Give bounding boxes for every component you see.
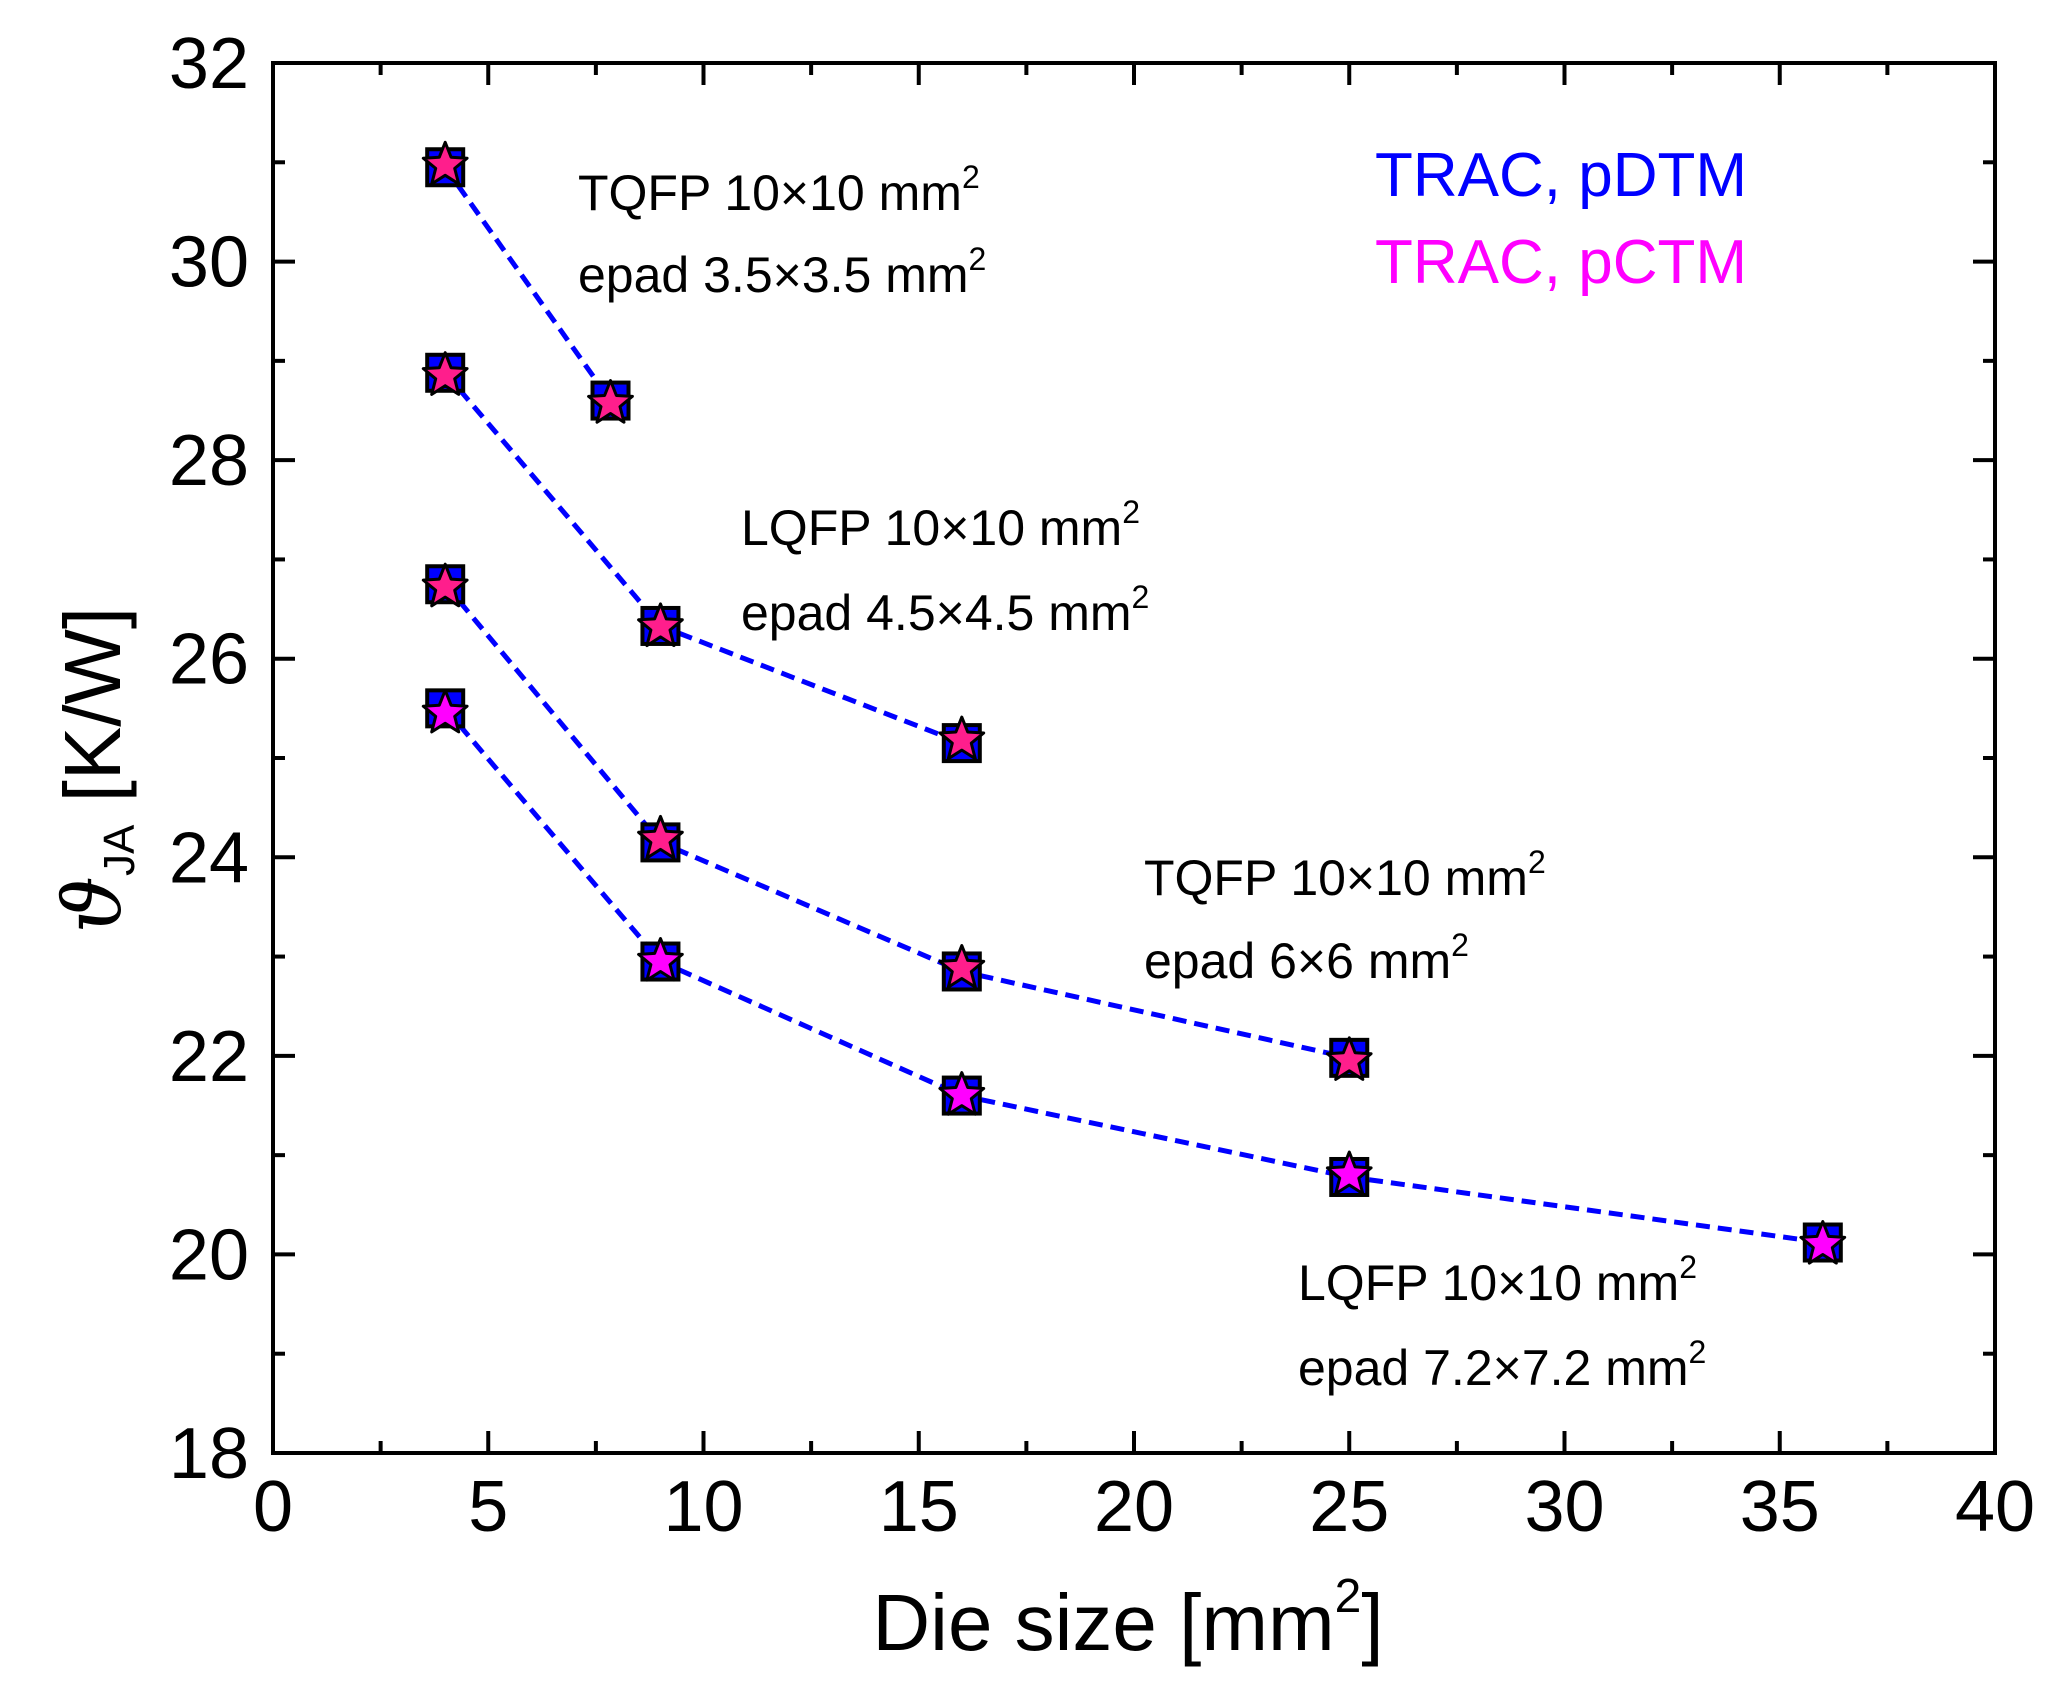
annotation-series-3-line2: epad 6×6 mm2 <box>1144 927 1469 989</box>
marker-pctm <box>421 688 469 734</box>
marker-pctm <box>938 944 986 989</box>
marker-pctm <box>637 602 684 648</box>
series-line-3 <box>443 582 1350 1061</box>
y-axis-title: ϑJA [K/W] <box>46 607 144 933</box>
annotation-series-2-line1: LQFP 10×10 mm2 <box>741 494 1140 556</box>
annotations: TQFP 10×10 mm2 epad 3.5×3.5 mm2 LQFP 10×… <box>578 159 1706 1396</box>
y-tick-label: 18 <box>169 1414 249 1494</box>
annotation-series-3-line1: TQFP 10×10 mm2 <box>1144 844 1546 906</box>
y-tick-label: 22 <box>169 1017 249 1097</box>
x-tick-label: 40 <box>1955 1467 2035 1547</box>
marker-pctm <box>938 715 986 761</box>
legend-entry-pctm: TRAC, pCTM <box>1375 228 1747 297</box>
y-tick-label: 32 <box>169 24 249 104</box>
marker-pctm <box>938 1071 986 1116</box>
series-lines <box>443 165 1824 1245</box>
marker-pctm <box>1325 1036 1373 1081</box>
marker-pctm <box>587 379 634 424</box>
x-tick-label: 15 <box>879 1467 959 1547</box>
x-tick-label: 0 <box>253 1467 293 1547</box>
data-markers <box>421 140 1847 1265</box>
x-tick-label: 10 <box>663 1467 743 1547</box>
x-tick-label: 30 <box>1524 1467 1604 1547</box>
plot-frame <box>271 61 1997 1455</box>
annotation-series-1-line1: TQFP 10×10 mm2 <box>578 159 980 221</box>
y-tick-label: 20 <box>169 1215 249 1295</box>
marker-pctm <box>637 814 684 860</box>
tick-labels: 0 5 10 15 20 25 30 35 40 18 20 22 24 26 28 30 32 <box>169 24 2035 1547</box>
annotation-series-4-line1: LQFP 10×10 mm2 <box>1298 1249 1697 1311</box>
x-tick-label: 5 <box>468 1467 508 1547</box>
x-axis-title: Die size [mm2] <box>872 1570 1383 1667</box>
marker-pctm <box>637 937 684 982</box>
series-line-1 <box>443 165 613 403</box>
marker-pctm <box>421 562 469 608</box>
x-tick-label: 35 <box>1740 1467 1820 1547</box>
series-line-2 <box>443 371 963 746</box>
x-tick-label: 25 <box>1309 1467 1389 1547</box>
y-tick-label: 28 <box>169 421 249 501</box>
legend-entry-pdtm: TRAC, pDTM <box>1375 141 1747 210</box>
marker-pctm <box>1799 1220 1847 1265</box>
y-tick-label: 24 <box>169 818 249 898</box>
marker-pctm <box>421 351 469 396</box>
annotation-series-1-line2: epad 3.5×3.5 mm2 <box>578 241 986 303</box>
annotation-series-2-line2: epad 4.5×4.5 mm2 <box>741 579 1149 641</box>
y-tick-label: 26 <box>169 620 249 700</box>
annotation-series-4-line2: epad 7.2×7.2 mm2 <box>1298 1334 1706 1396</box>
marker-pctm <box>421 140 469 186</box>
marker-pctm <box>1325 1150 1373 1196</box>
y-tick-label: 30 <box>169 223 249 303</box>
x-tick-label: 20 <box>1094 1467 1174 1547</box>
legend: TRAC, pDTM TRAC, pCTM <box>1375 141 1747 297</box>
